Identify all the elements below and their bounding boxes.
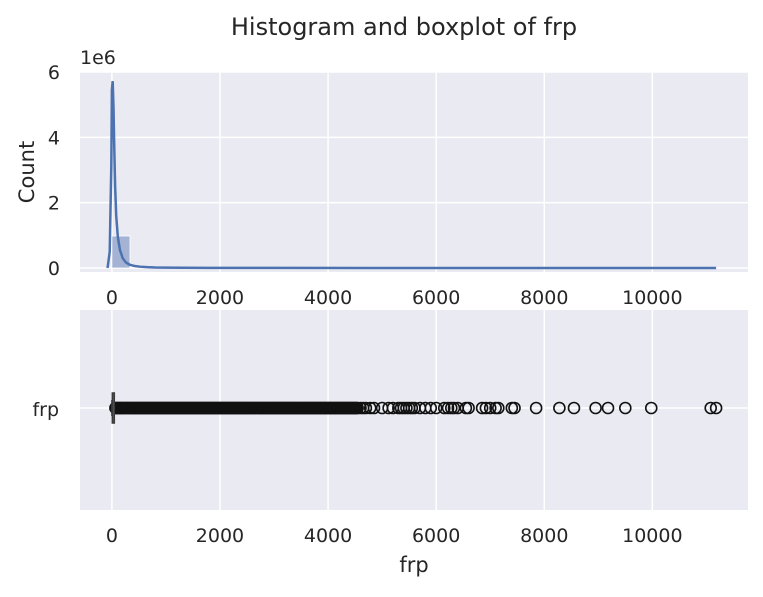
histogram-x-tick-labels: 0 2000 4000 6000 8000 10000 — [106, 287, 683, 309]
outlier-point — [709, 401, 723, 415]
outlier-point — [704, 401, 718, 415]
histogram-x-tick-label: 8000 — [520, 287, 568, 309]
outlier-point — [363, 401, 377, 415]
histogram-panel: 0 2000 4000 6000 8000 10000 0 2 4 6 1e6 Count — [15, 47, 748, 309]
outlier-point — [508, 401, 521, 415]
histogram-y-tick-label: 6 — [48, 62, 60, 84]
outlier-point — [644, 401, 658, 415]
outlier-point — [359, 401, 373, 415]
histogram-y-tick-labels: 0 2 4 6 — [48, 62, 60, 280]
boxplot-category-label: frp — [32, 399, 59, 421]
boxplot-box — [111, 392, 116, 424]
boxplot-x-tick-label: 0 — [106, 525, 118, 547]
histogram-x-tick-label: 0 — [106, 287, 118, 309]
outlier-point — [462, 401, 475, 415]
boxplot-x-tick-labels: 0 2000 4000 6000 8000 10000 — [106, 525, 683, 547]
histogram-x-tick-label: 6000 — [412, 287, 460, 309]
histogram-x-tick-label: 4000 — [304, 287, 352, 309]
outlier-point — [492, 401, 505, 415]
outlier-point — [553, 401, 566, 415]
histogram-x-tick-label: 10000 — [622, 287, 682, 309]
histogram-x-tick-label: 2000 — [196, 287, 244, 309]
boxplot-x-tick-label: 4000 — [304, 525, 352, 547]
outlier-point — [601, 401, 615, 415]
boxplot-x-tick-label: 8000 — [520, 525, 568, 547]
outlier-point — [479, 401, 493, 415]
outlier-point — [441, 401, 455, 415]
histogram-y-tick-label: 0 — [48, 258, 60, 280]
y-offset-text: 1e6 — [80, 47, 116, 69]
outlier-point — [382, 401, 395, 415]
boxplot-panel: 0 2000 4000 6000 8000 10000 frp frp — [32, 310, 748, 577]
histogram-y-axis-label: Count — [15, 141, 39, 203]
figure-title: Histogram and boxplot of frp — [231, 13, 577, 41]
outlier-point — [437, 401, 451, 415]
outlier-point — [424, 401, 438, 415]
boxplot-x-axis-label: frp — [399, 553, 428, 577]
outlier-point — [367, 401, 381, 415]
outlier-point — [447, 401, 461, 415]
boxplot-outliers — [109, 401, 723, 415]
outlier-point — [619, 401, 632, 415]
outlier-point — [429, 401, 443, 415]
histogram-plot-area — [80, 72, 748, 272]
kde-line — [106, 81, 717, 270]
outlier-point — [567, 401, 581, 415]
histogram-y-tick-label: 2 — [48, 193, 60, 215]
boxplot-x-tick-label: 6000 — [412, 525, 460, 547]
boxplot-x-tick-label: 10000 — [622, 525, 682, 547]
outlier-point — [529, 401, 543, 415]
outlier-point — [475, 401, 489, 415]
outlier-point — [483, 401, 497, 415]
boxplot-x-tick-label: 2000 — [196, 525, 244, 547]
outlier-point — [589, 401, 602, 415]
histogram-y-tick-label: 4 — [48, 127, 60, 149]
